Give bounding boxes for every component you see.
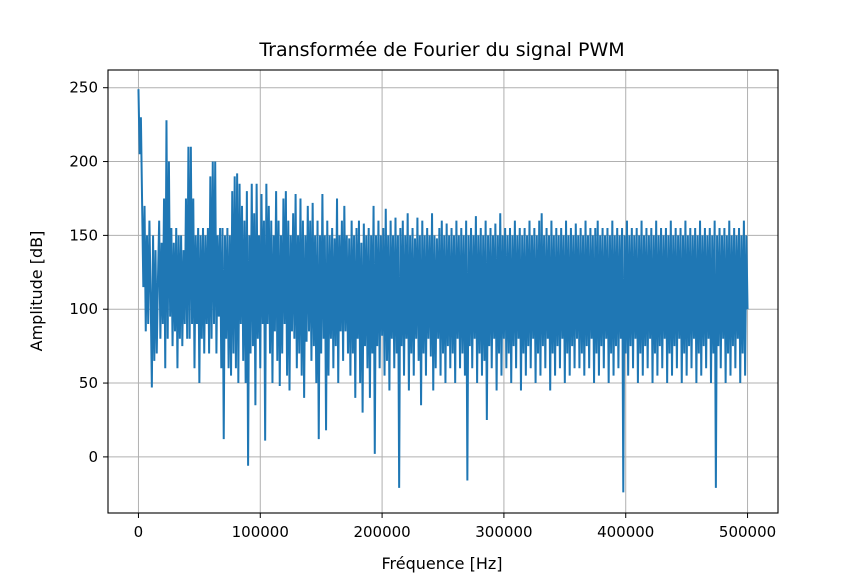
y-tick-label: 150 [69,226,98,244]
y-tick-label: 0 [88,448,98,466]
chart-title: Transformée de Fourier du signal PWM [258,39,624,61]
series-line [137,89,749,493]
y-tick-label: 100 [69,300,98,318]
y-tick-label: 50 [79,374,98,392]
plot-frame [107,69,779,514]
series-layer [137,89,749,493]
y-tick-label: 250 [69,79,98,97]
x-tick-label: 200000 [353,523,410,541]
y-axis-label: Amplitude [dB] [27,231,46,352]
x-axis-ticks: 0 100000 200000 300000 400000 500000 [134,513,776,541]
x-tick-label: 100000 [232,523,289,541]
x-tick-label: 300000 [475,523,532,541]
x-tick-label: 500000 [719,523,776,541]
x-axis-label: Fréquence [Hz] [381,554,502,573]
x-tick-label: 400000 [597,523,654,541]
y-tick-label: 200 [69,153,98,171]
y-axis-ticks: 0 50 100 150 200 250 [69,79,108,466]
x-tick-label: 0 [134,523,144,541]
